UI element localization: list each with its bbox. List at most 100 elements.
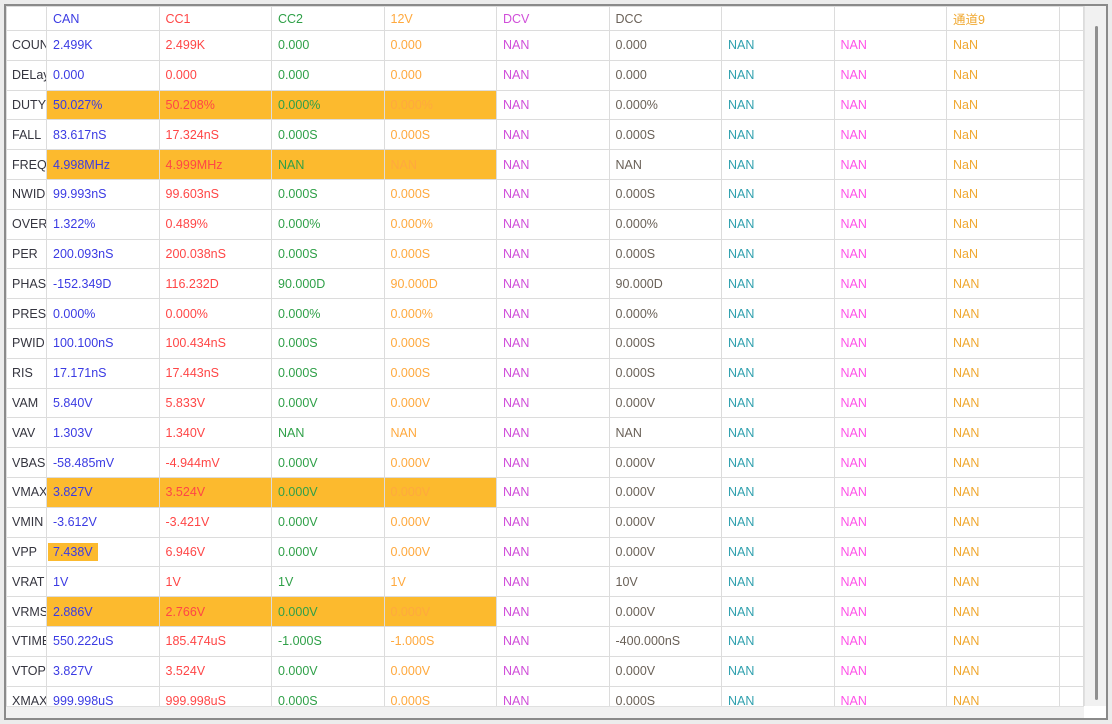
table-cell[interactable]: NaN xyxy=(946,89,1060,121)
table-cell[interactable]: 3.827V xyxy=(46,476,160,508)
vertical-scrollbar[interactable] xyxy=(1084,6,1106,706)
table-cell[interactable]: NAN xyxy=(721,178,835,210)
table-cell[interactable]: 0.000V xyxy=(608,476,722,508)
table-cell[interactable]: 17.443nS xyxy=(158,357,272,389)
table-cell[interactable]: 0.000% xyxy=(271,89,385,121)
table-cell[interactable]: 90.000D xyxy=(608,268,722,300)
table-cell[interactable]: NAN xyxy=(946,476,1060,508)
table-cell[interactable]: NAN xyxy=(833,655,947,687)
table-cell[interactable]: 0.000S xyxy=(383,685,497,706)
table-cell[interactable]: NAN xyxy=(271,417,385,449)
table-cell[interactable]: 999.998uS xyxy=(46,685,160,706)
column-header[interactable]: CC2 xyxy=(271,6,385,31)
table-cell[interactable]: NaN xyxy=(946,30,1060,61)
table-cell[interactable]: NaN xyxy=(946,59,1060,91)
table-cell[interactable]: 0.000V xyxy=(271,536,385,568)
table-cell[interactable]: 0.000S xyxy=(271,119,385,151)
table-cell[interactable]: 0.000V xyxy=(271,596,385,627)
table-cell[interactable]: NAN xyxy=(496,89,610,121)
column-header[interactable]: 12V xyxy=(383,6,497,31)
table-cell[interactable]: NAN xyxy=(721,119,835,151)
table-cell[interactable]: NAN xyxy=(946,625,1060,657)
table-cell[interactable]: 0.000V xyxy=(608,596,722,627)
table-cell[interactable]: NAN xyxy=(833,625,947,657)
table-cell[interactable]: NAN xyxy=(833,59,947,91)
table-cell[interactable]: 0.000S xyxy=(608,119,722,151)
row-header[interactable]: COUNT xyxy=(6,30,47,61)
table-cell[interactable]: 0.000% xyxy=(383,208,497,240)
table-cell[interactable]: 200.093nS xyxy=(46,238,160,270)
table-cell[interactable]: NAN xyxy=(496,149,610,180)
table-cell[interactable]: NAN xyxy=(833,119,947,151)
table-cell[interactable]: NAN xyxy=(833,30,947,61)
table-cell[interactable]: NAN xyxy=(496,447,610,478)
row-header[interactable]: VTOP xyxy=(6,655,47,687)
table-cell[interactable]: 5.840V xyxy=(46,387,160,419)
table-cell[interactable]: NAN xyxy=(833,208,947,240)
table-cell[interactable]: 0.489% xyxy=(158,208,272,240)
table-cell[interactable]: 0.000% xyxy=(158,298,272,329)
table-cell[interactable]: 4.998MHz xyxy=(46,149,160,180)
table-cell[interactable]: NAN xyxy=(721,59,835,91)
table-cell[interactable]: 0.000% xyxy=(383,298,497,329)
table-cell[interactable]: 3.524V xyxy=(158,655,272,687)
table-cell[interactable]: 0.000S xyxy=(271,238,385,270)
table-cell[interactable]: NAN xyxy=(496,476,610,508)
table-cell[interactable]: NAN xyxy=(608,149,722,180)
table-cell[interactable]: 0.000 xyxy=(383,30,497,61)
table-cell[interactable]: 0.000S xyxy=(383,357,497,389)
row-header[interactable]: VMAX xyxy=(6,476,47,508)
table-cell[interactable]: 0.000% xyxy=(608,208,722,240)
table-cell[interactable]: NAN xyxy=(833,387,947,419)
vertical-scrollbar-thumb[interactable] xyxy=(1095,26,1098,700)
table-cell[interactable]: NAN xyxy=(496,417,610,449)
table-cell[interactable]: NAN xyxy=(721,506,835,538)
table-cell[interactable]: 3.524V xyxy=(158,476,272,508)
horizontal-scrollbar[interactable] xyxy=(6,706,1084,718)
table-cell[interactable]: -1.000S xyxy=(383,625,497,657)
table-cell[interactable]: 116.232D xyxy=(158,268,272,300)
table-cell[interactable]: NAN xyxy=(833,89,947,121)
row-header[interactable]: OVER xyxy=(6,208,47,240)
table-cell[interactable]: 6.946V xyxy=(158,536,272,568)
table-cell[interactable]: 50.027% xyxy=(46,89,160,121)
table-cell[interactable]: NAN xyxy=(496,298,610,329)
table-cell[interactable]: 185.474uS xyxy=(158,625,272,657)
table-cell[interactable]: NAN xyxy=(833,506,947,538)
table-cell[interactable]: NAN xyxy=(496,178,610,210)
table-cell[interactable]: 0.000S xyxy=(608,357,722,389)
column-header[interactable]: DCV xyxy=(496,6,610,31)
table-cell[interactable]: 2.499K xyxy=(46,30,160,61)
row-header[interactable]: PER xyxy=(6,238,47,270)
table-cell[interactable]: NAN xyxy=(833,268,947,300)
table-cell[interactable]: NAN xyxy=(721,268,835,300)
table-cell[interactable]: NAN xyxy=(496,119,610,151)
table-cell[interactable]: 0.000V xyxy=(608,387,722,419)
table-cell[interactable]: 5.833V xyxy=(158,387,272,419)
table-cell[interactable]: 0.000V xyxy=(608,506,722,538)
table-cell[interactable]: 0.000V xyxy=(271,476,385,508)
table-cell[interactable]: 100.434nS xyxy=(158,327,272,359)
table-cell[interactable]: NAN xyxy=(833,685,947,706)
table-cell[interactable]: 0.000 xyxy=(608,30,722,61)
table-cell[interactable]: NAN xyxy=(496,566,610,598)
row-header[interactable]: NWID xyxy=(6,178,47,210)
table-cell[interactable]: NAN xyxy=(721,685,835,706)
table-cell[interactable]: NAN xyxy=(946,387,1060,419)
table-cell[interactable]: NAN xyxy=(496,208,610,240)
table-cell[interactable]: 99.993nS xyxy=(46,178,160,210)
table-cell[interactable]: NAN xyxy=(946,596,1060,627)
table-cell[interactable]: 1.322% xyxy=(46,208,160,240)
table-cell[interactable]: NAN xyxy=(833,298,947,329)
table-cell[interactable]: NAN xyxy=(946,417,1060,449)
row-header[interactable]: RIS xyxy=(6,357,47,389)
table-cell[interactable]: NAN xyxy=(496,268,610,300)
table-cell[interactable]: -1.000S xyxy=(271,625,385,657)
table-cell[interactable]: NaN xyxy=(946,178,1060,210)
table-cell[interactable]: NAN xyxy=(721,476,835,508)
table-cell[interactable]: 1.303V xyxy=(46,417,160,449)
table-cell[interactable]: NAN xyxy=(946,566,1060,598)
table-cell[interactable]: 0.000S xyxy=(271,357,385,389)
table-cell[interactable]: 0.000S xyxy=(383,327,497,359)
table-cell[interactable]: 0.000V xyxy=(383,387,497,419)
